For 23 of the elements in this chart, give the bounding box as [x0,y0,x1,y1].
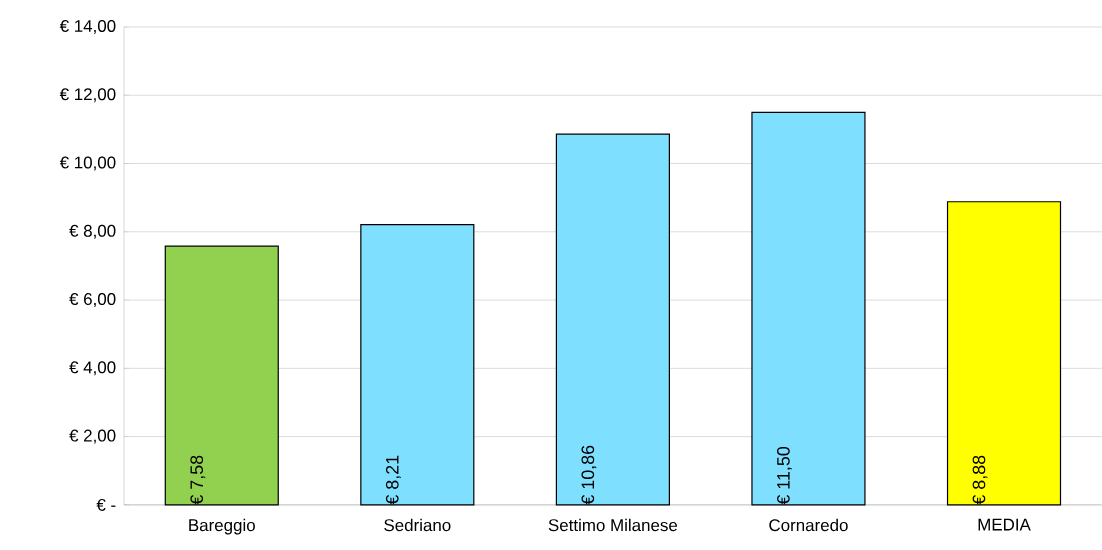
data-label: € 8,88 [972,455,988,505]
x-tick-label: Bareggio [189,518,255,535]
bar [360,224,475,506]
x-tick-label: Settimo Milanese [548,518,678,532]
x-tick-label: Cornaredo [769,518,848,532]
bar [555,133,670,506]
data-label: € 10,86 [581,445,597,505]
y-tick-label: € 8,00 [69,224,116,239]
x-tick-label: MEDIA [978,518,1031,531]
y-tick-label: € 2,00 [69,429,116,444]
y-tick-label: € 6,00 [69,293,116,308]
y-tick-label: € 12,00 [59,88,116,103]
data-label: € 11,50 [777,446,792,505]
bar [751,111,866,506]
y-tick-label: € 14,00 [59,20,116,35]
y-tick-label: € - [96,498,116,511]
data-label: € 7,58 [190,455,206,505]
y-tick-label: € 10,00 [59,156,116,171]
data-label: € 8,21 [385,455,401,505]
y-tick-label: € 4,00 [69,361,116,376]
bar [946,201,1062,506]
bar [164,245,279,506]
x-tick-label: Sedriano [384,518,451,532]
